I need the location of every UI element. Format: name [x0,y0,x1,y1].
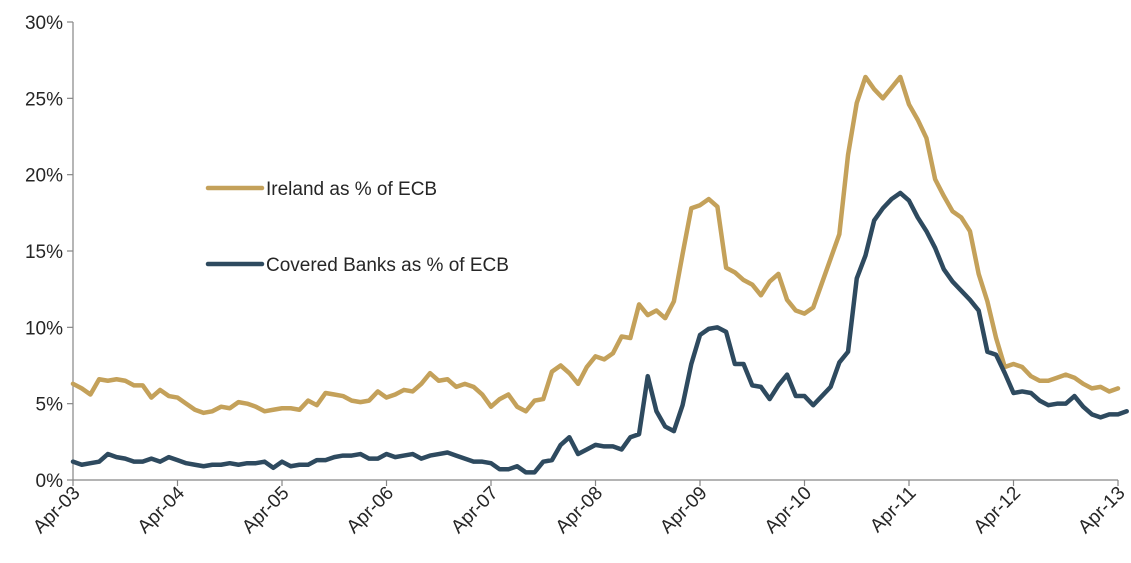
x-tick-label: Apr-08 [552,483,607,538]
x-tick-label: Apr-13 [1074,483,1129,538]
x-axis-tick-labels: Apr-03 Apr-04 Apr-05 Apr-06 Apr-07 Apr-08 Apr-… [29,482,1129,537]
y-tick-label: 20% [25,166,63,187]
y-axis-ticks [67,21,73,481]
x-tick-label: Apr-05 [238,483,293,538]
x-tick-label: Apr-11 [866,483,920,537]
x-tick-label: Apr-04 [134,482,189,537]
x-tick-label: Apr-07 [447,483,502,538]
y-tick-label: 25% [25,89,63,110]
y-tick-label: 0% [36,471,64,492]
axes [67,21,1119,486]
y-tick-label: 10% [25,318,63,339]
x-axis-ticks [72,480,1119,486]
legend: Ireland as % of ECB Covered Banks as % of… [205,179,509,276]
series-line-ireland [70,74,1121,416]
y-axis-tick-labels: 0% 5% 10% 15% 20% 25% 30% [25,13,63,492]
y-tick-label: 15% [25,242,63,263]
legend-label: Covered Banks as % of ECB [266,255,509,276]
x-tick-label: Apr-10 [761,483,816,538]
x-tick-label: Apr-06 [343,483,398,538]
y-tick-label: 5% [36,395,64,416]
legend-label: Ireland as % of ECB [266,179,437,200]
series-line-covered-banks [70,190,1129,475]
series-lines [70,74,1129,475]
x-tick-label: Apr-09 [656,483,711,538]
x-tick-label: Apr-12 [970,483,1025,538]
y-tick-label: 30% [25,13,63,34]
